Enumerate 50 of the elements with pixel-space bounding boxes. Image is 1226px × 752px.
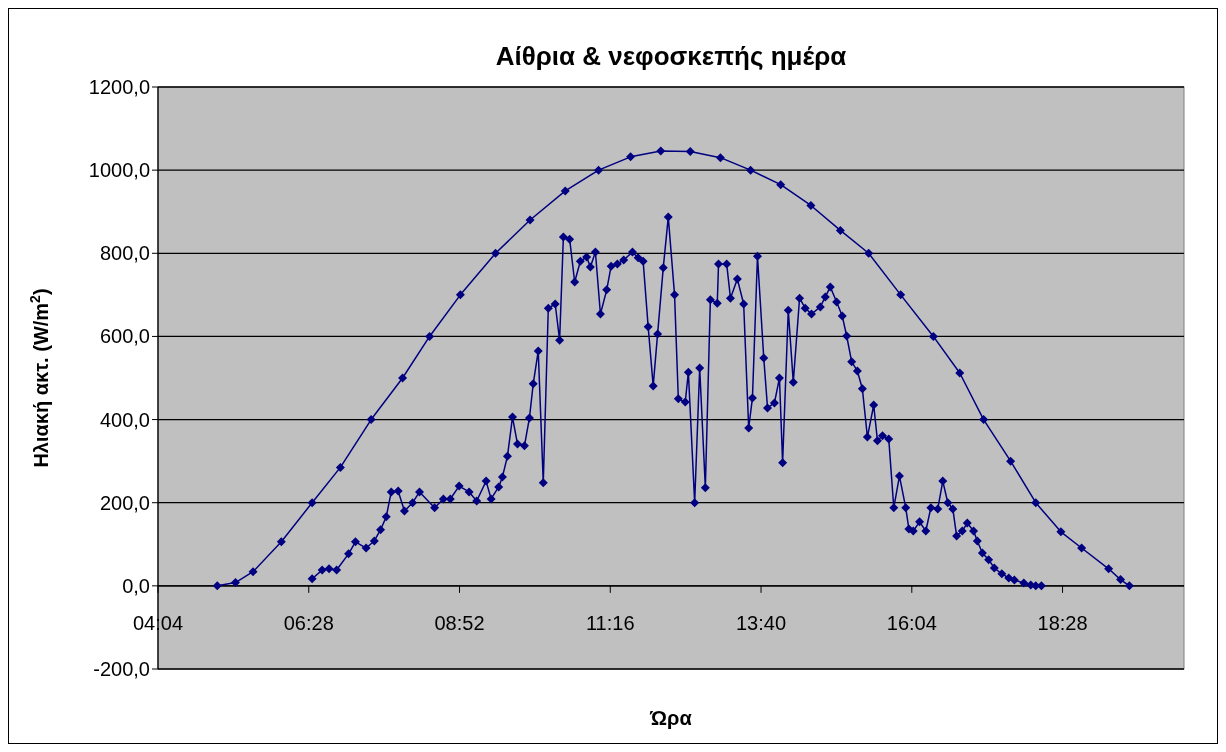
point	[835, 225, 845, 235]
y-tick-label: 200,0	[99, 491, 150, 514]
point	[715, 153, 725, 163]
point	[1056, 527, 1066, 537]
point	[276, 537, 286, 547]
x-tick-label: 08:52	[434, 611, 485, 634]
point	[212, 581, 222, 591]
point	[776, 180, 786, 190]
point	[806, 200, 816, 210]
chart-title: Αίθρια & νεφοσκεπής ημέρα	[495, 41, 847, 71]
point	[955, 368, 965, 378]
y-tick-label: 1000,0	[88, 159, 150, 182]
point	[864, 248, 874, 258]
point	[685, 146, 695, 156]
point	[979, 415, 989, 425]
x-tick-label: 13:40	[736, 611, 787, 634]
point	[398, 373, 408, 383]
point	[746, 165, 756, 175]
point	[1006, 456, 1016, 466]
point	[425, 331, 435, 341]
y-tick-label: 600,0	[99, 325, 150, 348]
point	[896, 290, 906, 300]
point	[928, 331, 938, 341]
point	[1116, 575, 1126, 585]
point	[248, 567, 258, 577]
y-tick-label: 800,0	[99, 242, 150, 265]
y-tick-label: -200,0	[93, 658, 150, 680]
point	[594, 165, 604, 175]
point	[307, 498, 317, 508]
point	[1104, 564, 1114, 574]
point	[335, 462, 345, 472]
x-tick-label: 18:28	[1037, 611, 1088, 634]
point	[525, 215, 535, 225]
point	[366, 415, 376, 425]
point	[455, 290, 465, 300]
y-tick-label: 400,0	[99, 408, 150, 431]
x-tick-label: 16:04	[886, 611, 937, 634]
point	[1124, 581, 1134, 591]
x-tick-label: 11:16	[585, 611, 635, 634]
point	[1077, 543, 1087, 553]
point	[230, 578, 240, 588]
point	[560, 186, 570, 196]
point	[491, 248, 501, 258]
point	[656, 146, 666, 156]
y-tick-label: 1200,0	[88, 76, 150, 98]
y-tick-label: 0,0	[122, 574, 150, 597]
x-tick-label: 06:28	[283, 611, 334, 634]
x-axis-title: Ώρα	[649, 707, 693, 729]
point	[1031, 498, 1041, 508]
point	[626, 152, 636, 162]
